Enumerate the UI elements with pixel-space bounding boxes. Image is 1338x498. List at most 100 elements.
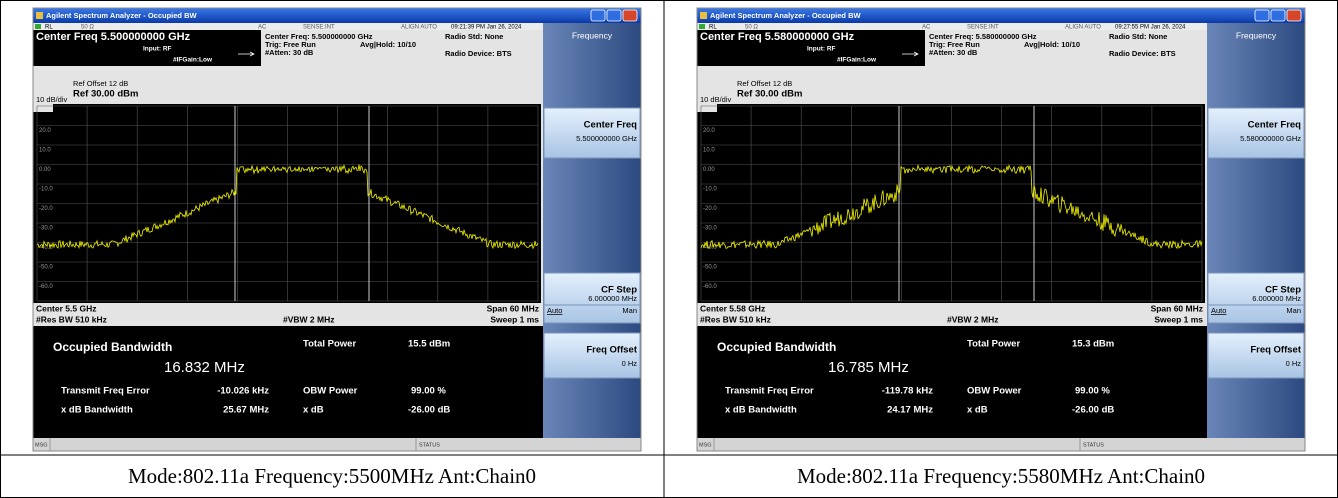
softkey[interactable] (543, 107, 641, 159)
softkey-label: Center Freq (584, 120, 638, 131)
center-freq: Center Freq 5.500000000 GHz (36, 31, 191, 43)
setting: Trig: Free Run (265, 40, 316, 49)
coupling: AC (258, 25, 267, 31)
y-label: -30.0 (703, 226, 717, 232)
result-label: OBW Power (967, 386, 1022, 397)
log-box (33, 104, 53, 112)
setting: Center Freq: 5.580000000 GHz (929, 32, 1037, 41)
softkey[interactable] (1207, 272, 1305, 324)
y-label: -40.0 (703, 245, 717, 251)
span: Span 60 MHz (1151, 303, 1203, 313)
title-bar (33, 8, 641, 23)
scale: 10 dB/div (36, 95, 68, 104)
y-label: 10.0 (39, 148, 51, 154)
window-button (1254, 9, 1270, 22)
menu-title: Frequency (572, 30, 613, 40)
result-label: Total Power (967, 339, 1020, 350)
window-button (606, 9, 622, 22)
rl: RL (45, 25, 53, 31)
y-label: -60.0 (703, 284, 717, 290)
softkey-label: CF Step (601, 285, 637, 296)
result-value: -26.00 dB (1072, 405, 1114, 416)
softkey-value: 5.580000000 GHz (1240, 134, 1301, 143)
ref-offset: Ref Offset 12 dB (737, 79, 792, 88)
radio-std: Radio Std: None (1109, 32, 1167, 41)
analyzer-screen: Agilent Spectrum Analyzer - Occupied BW R… (32, 7, 642, 452)
center-freq: Center Freq 5.580000000 GHz (700, 31, 855, 43)
status-label: STATUS (1083, 442, 1104, 448)
y-label: -50.0 (39, 265, 53, 271)
result-value: -119.78 kHz (882, 386, 933, 397)
window-title: Agilent Spectrum Analyzer - Occupied BW (710, 11, 861, 20)
window-button (622, 9, 638, 22)
y-label: -10.0 (703, 187, 717, 193)
y-label: -30.0 (39, 226, 53, 232)
result-value: 24.17 MHz (887, 405, 933, 416)
results (697, 326, 1207, 438)
softkey[interactable] (1207, 107, 1305, 159)
window-button (1270, 9, 1286, 22)
y-label: 20.0 (703, 128, 715, 134)
softkey[interactable] (543, 332, 641, 379)
center-freq-box (697, 30, 925, 66)
softkey-option: Auto (547, 306, 562, 315)
align: ALIGN AUTO (401, 25, 437, 31)
softkey-value: 0 Hz (1286, 359, 1302, 368)
log-box (697, 104, 717, 112)
softkey-value: 5.500000000 GHz (576, 134, 637, 143)
softkey[interactable] (543, 272, 641, 324)
softkey-label: Freq Offset (1250, 345, 1302, 356)
span: Span 60 MHz (487, 303, 539, 313)
y-label: -40.0 (39, 245, 53, 251)
result-value: -10.026 kHz (217, 386, 269, 397)
trig-icon (902, 51, 919, 57)
y-label: -10.0 (39, 187, 53, 193)
avg-hold: Avg|Hold: 10/10 (1024, 40, 1080, 49)
result-value: 16.832 MHz (164, 359, 245, 376)
setting: #Atten: 30 dB (265, 48, 314, 57)
scale: 10 dB/div (700, 95, 732, 104)
y-label: 0.00 (39, 167, 51, 173)
result-label: Transmit Freq Error (725, 386, 814, 397)
result-value: 15.3 dBm (1072, 339, 1114, 350)
radio-device: Radio Device: BTS (445, 49, 512, 58)
sweep: Sweep 1 ms (490, 314, 539, 324)
softkey-label: Center Freq (1248, 120, 1302, 131)
align: ALIGN AUTO (1065, 25, 1101, 31)
radio-std: Radio Std: None (445, 32, 503, 41)
input: Input: RF (807, 46, 836, 53)
trig-icon (238, 51, 255, 57)
msg: MSG (35, 442, 48, 448)
result-label: Transmit Freq Error (61, 386, 150, 397)
menu-title: Frequency (1236, 30, 1277, 40)
setting: #Atten: 30 dB (929, 48, 978, 57)
app-icon (700, 12, 707, 19)
result-label: OBW Power (303, 386, 358, 397)
y-label: -20.0 (39, 206, 53, 212)
coupling: AC (922, 25, 931, 31)
vbw: #VBW 2 MHz (947, 314, 998, 324)
caption: Mode:802.11a Frequency:5580MHz Ant:Chain… (797, 464, 1205, 488)
result-value: -26.00 dB (408, 405, 450, 416)
rl-icon (699, 24, 705, 29)
ref-offset: Ref Offset 12 dB (73, 79, 128, 88)
result-value: 99.00 % (1075, 386, 1110, 397)
results (33, 326, 543, 438)
vbw: #VBW 2 MHz (283, 314, 334, 324)
app-icon (36, 12, 43, 19)
y-label: 10.0 (703, 148, 715, 154)
time: 09:21:39 PM Jan 26, 2024 (451, 25, 522, 31)
caption: Mode:802.11a Frequency:5500MHz Ant:Chain… (128, 464, 536, 488)
input: Input: RF (143, 46, 172, 53)
ref-level: Ref 30.00 dBm (73, 89, 138, 100)
impedance: 50 Ω (81, 25, 94, 31)
result-value: 25.67 MHz (223, 405, 269, 416)
softkey[interactable] (1207, 332, 1305, 379)
result-value: 16.785 MHz (828, 359, 909, 376)
trace (36, 164, 539, 250)
y-label: -20.0 (703, 206, 717, 212)
sense: SENSE:INT (967, 25, 999, 31)
result-label: x dB (303, 405, 324, 416)
impedance: 50 Ω (745, 25, 758, 31)
